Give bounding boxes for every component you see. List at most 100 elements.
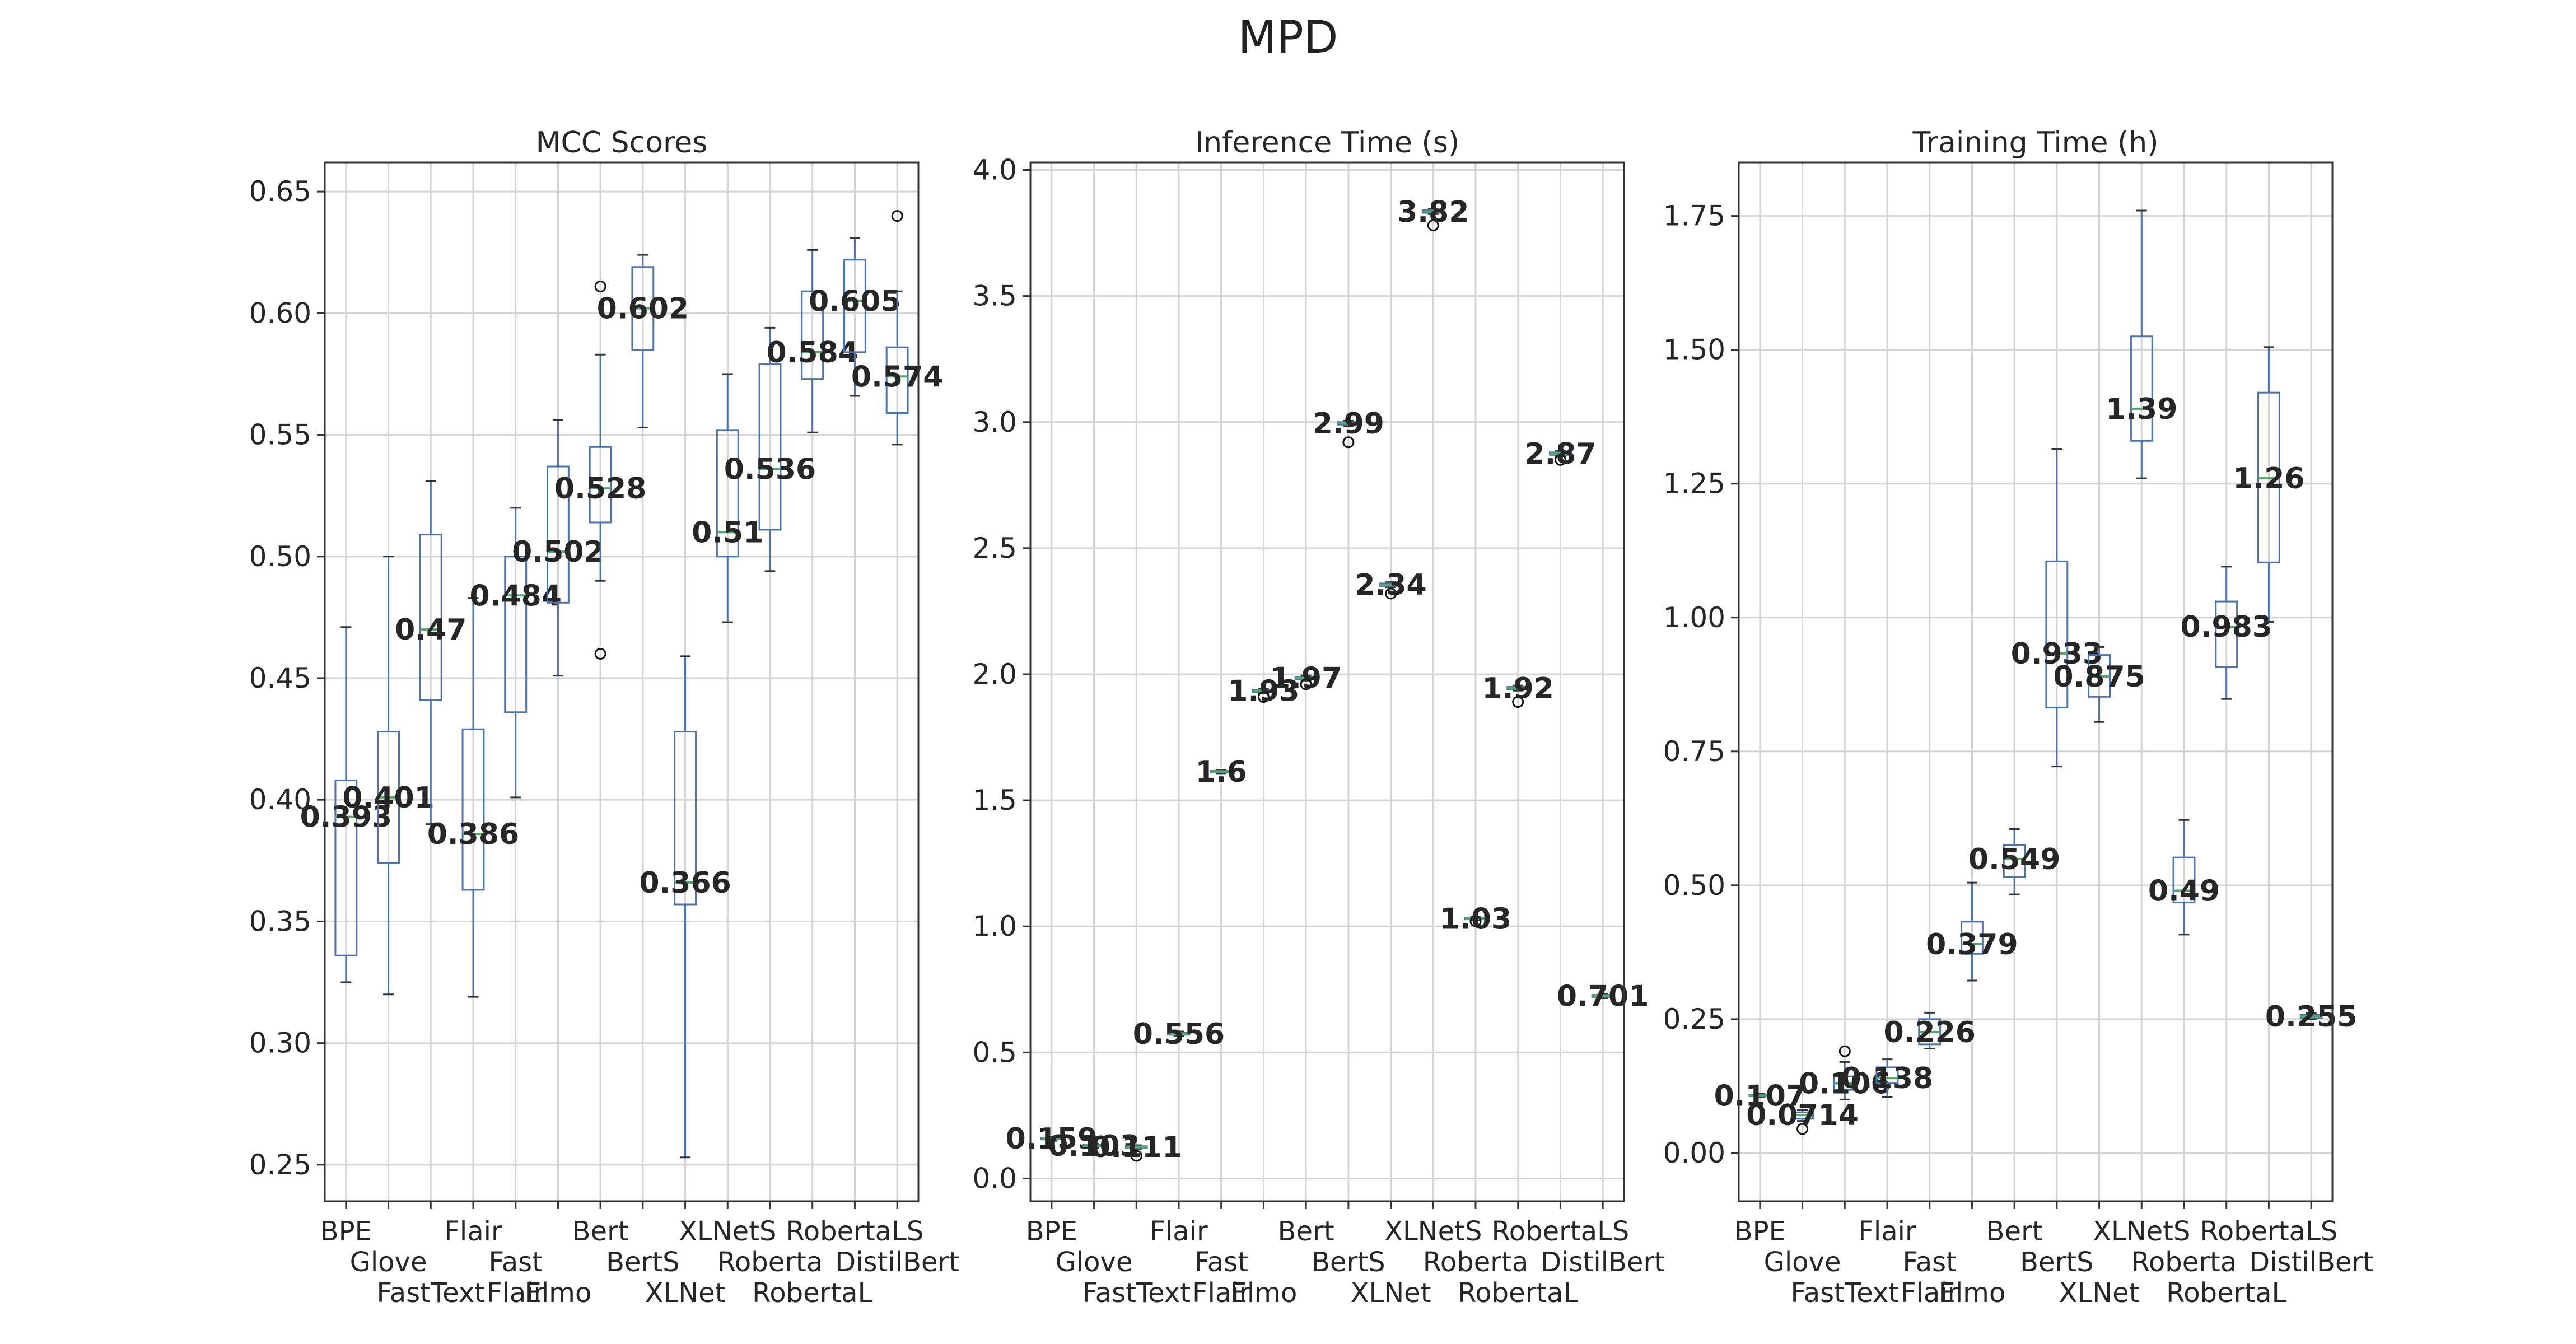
box-xlnets: 1.39	[2106, 209, 2177, 479]
median-label: 0.255	[2265, 1000, 2357, 1034]
median-label: 0.502	[512, 535, 604, 569]
y-tick-label: 0.75	[1663, 735, 1725, 768]
y-tick-label: 0.55	[249, 419, 311, 451]
x-tick-label: RobertaLS	[1492, 1216, 1630, 1247]
box-berts: 0.602	[597, 254, 689, 429]
x-tick-label: BertS	[606, 1247, 679, 1278]
box-iqr	[716, 429, 739, 558]
box-fasttext: 0.106	[1799, 1045, 1891, 1101]
box-xlnet: 0.875	[2053, 646, 2145, 723]
x-tick-label: DistilBert	[835, 1247, 959, 1278]
box-iqr	[2215, 600, 2238, 668]
y-tick-label: 1.5	[972, 784, 1017, 816]
box-robertals: 2.87	[1524, 437, 1596, 471]
median-label: 2.99	[1313, 407, 1384, 441]
y-tick-label: 0.5	[972, 1036, 1017, 1068]
subplot-frame	[1029, 161, 1625, 1202]
box-iqr	[461, 728, 485, 891]
box-xlnets: 0.51	[692, 373, 763, 623]
box-iqr	[2172, 856, 2196, 903]
outlier-point	[1554, 454, 1566, 466]
median-label: 0.106	[1799, 1067, 1891, 1101]
x-tick-label: DistilBert	[2249, 1247, 2373, 1278]
x-tick-label-line: Fast	[1902, 1247, 1956, 1278]
x-tick-label: Elmo	[1939, 1277, 2006, 1309]
box-elmo: 1.93	[1228, 675, 1299, 708]
x-tick-label: Elmo	[1230, 1277, 1298, 1309]
median-label: 0.103	[1048, 1130, 1140, 1163]
box-bert: 0.528	[554, 281, 646, 660]
x-tick-label-line: Flair	[1901, 1277, 1959, 1309]
figure-title: MPD	[1238, 11, 1338, 63]
outlier-point	[594, 281, 606, 293]
x-tick-label: BPE	[1026, 1216, 1077, 1247]
box-robertals: 0.605	[809, 237, 901, 397]
y-tick-label: 0.25	[1663, 1003, 1725, 1035]
x-tick-label: Glove	[350, 1247, 427, 1278]
median-label: 0.536	[724, 452, 816, 486]
box-flair-fast: 1.6	[1196, 755, 1247, 789]
outlier-point	[1512, 696, 1524, 708]
median-label: 0.226	[1883, 1016, 1975, 1049]
x-tick-label: RobertaL	[1458, 1277, 1579, 1309]
box-elmo: 0.379	[1926, 881, 2018, 982]
subplot-title: Inference Time (s)	[1195, 126, 1459, 160]
outlier-point	[1257, 691, 1270, 703]
y-tick-label: 0.30	[249, 1027, 311, 1060]
median-label: 0.379	[1926, 928, 2018, 962]
x-tick-label: Bert	[572, 1216, 629, 1247]
box-berts: 0.933	[2011, 448, 2103, 768]
y-tick-label: 1.00	[1663, 601, 1725, 634]
x-tick-label: FastText	[1082, 1277, 1191, 1309]
box-roberta: 1.03	[1440, 902, 1511, 936]
box-fasttext: 0.47	[395, 480, 466, 825]
box-berts: 2.99	[1313, 407, 1384, 449]
median-label: 0.111	[1090, 1131, 1182, 1164]
outlier-point	[1300, 678, 1312, 690]
box-iqr	[419, 534, 442, 701]
box-robertal: 0.983	[2180, 566, 2272, 700]
outlier-point	[1796, 1123, 1809, 1135]
outlier-point	[1342, 436, 1355, 449]
y-tick-label: 2.0	[972, 658, 1017, 690]
y-tick-label: 1.50	[1663, 334, 1725, 366]
box-iqr	[2045, 560, 2069, 708]
median-label: 1.03	[1440, 902, 1511, 936]
box-bert: 0.549	[1968, 828, 2060, 895]
x-tick-label: BPE	[320, 1216, 372, 1247]
box-flair: 0.556	[1133, 1018, 1225, 1051]
median-label: 0.602	[597, 292, 689, 326]
box-flair: 0.386	[427, 597, 519, 998]
y-tick-label: 4.0	[972, 154, 1017, 186]
x-tick-label: XLNetS	[2093, 1216, 2190, 1247]
x-tick-label: BertS	[1312, 1247, 1385, 1278]
y-tick-label: 0.35	[249, 905, 311, 937]
x-tick-label: XLNet	[645, 1277, 726, 1309]
median-label: 0.549	[1968, 843, 2060, 876]
subplot-frame	[1738, 161, 2334, 1202]
x-tick-label: DistilBert	[1541, 1247, 1665, 1278]
x-tick-label: FastText	[377, 1277, 486, 1309]
outlier-point	[1385, 587, 1397, 600]
box-bpe: 0.107	[1714, 1080, 1806, 1113]
outlier-point	[1427, 220, 1439, 232]
x-tick-label: FastText	[1791, 1277, 1900, 1309]
y-tick-label: 0.50	[1663, 869, 1725, 902]
y-tick-label: 1.75	[1663, 200, 1725, 232]
box-bert: 1.97	[1270, 662, 1342, 696]
y-tick-label: 3.5	[972, 280, 1017, 312]
box-glove: 0.401	[342, 556, 435, 996]
x-tick-label: XLNetS	[1384, 1216, 1482, 1247]
box-iqr	[2003, 844, 2026, 879]
x-tick-label: RobertaLS	[786, 1216, 924, 1247]
box-glove: 0.103	[1048, 1130, 1140, 1163]
x-tick-label-line: Flair	[487, 1277, 545, 1309]
x-tick-label: Roberta	[1423, 1247, 1529, 1278]
box-iqr	[843, 259, 866, 353]
y-tick-label: 0.45	[249, 662, 311, 694]
x-tick-label: Fast Flair	[487, 1247, 545, 1309]
box-iqr	[1875, 1066, 1899, 1085]
box-bpe: 0.159	[1006, 1122, 1098, 1156]
y-tick-label: 2.5	[972, 532, 1017, 564]
